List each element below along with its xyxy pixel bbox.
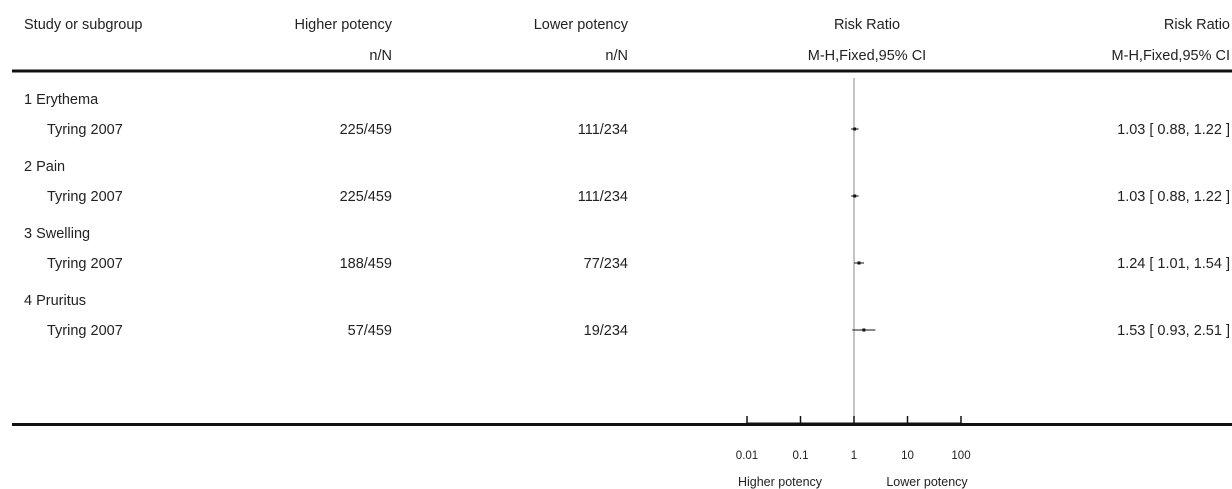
- subgroup-title: 3 Swelling: [24, 226, 90, 242]
- header-plot: Risk Ratio: [834, 17, 900, 33]
- axis-tick-label: 1: [851, 450, 857, 462]
- effect-marker: [862, 328, 866, 332]
- effect-estimate: 1.24 [ 1.01, 1.54 ]: [1117, 256, 1230, 272]
- effect-marker: [853, 194, 857, 198]
- effect-estimate: 1.53 [ 0.93, 2.51 ]: [1117, 323, 1230, 339]
- study-name: Tyring 2007: [47, 189, 123, 205]
- effect-marker: [853, 127, 857, 131]
- group1-events: 225/459: [340, 189, 392, 205]
- group2-events: 77/234: [584, 256, 628, 272]
- axis-tick-label: 10: [901, 450, 914, 462]
- effect-estimate: 1.03 [ 0.88, 1.22 ]: [1117, 122, 1230, 138]
- header-group2: Lower potency: [534, 17, 629, 33]
- axis-tick-label: 100: [951, 450, 970, 462]
- subgroup-title: 2 Pain: [24, 159, 65, 175]
- effect-estimate: 1.03 [ 0.88, 1.22 ]: [1117, 189, 1230, 205]
- header-plot-sub: M-H,Fixed,95% CI: [808, 48, 926, 64]
- subgroup-title: 4 Pruritus: [24, 293, 86, 309]
- favours-right-label: Lower potency: [886, 475, 968, 489]
- favours-left-label: Higher potency: [738, 475, 823, 489]
- group2-events: 19/234: [584, 323, 628, 339]
- header-group1-sub: n/N: [369, 48, 392, 64]
- header-effect: Risk Ratio: [1164, 17, 1230, 33]
- header-study: Study or subgroup: [24, 17, 143, 33]
- study-rows: 1 Erythema Tyring 2007 225/459 111/234 1.03 …: [24, 92, 1230, 339]
- header-group1: Higher potency: [294, 17, 392, 33]
- group1-events: 225/459: [340, 122, 392, 138]
- x-axis: 0.01 0.1 1 10 100 Higher potency Lower potency: [736, 416, 971, 489]
- study-name: Tyring 2007: [47, 323, 123, 339]
- header-effect-sub: M-H,Fixed,95% CI: [1112, 48, 1230, 64]
- header-group2-sub: n/N: [605, 48, 628, 64]
- group2-events: 111/234: [578, 189, 628, 205]
- group1-events: 57/459: [348, 323, 392, 339]
- subgroup-title: 1 Erythema: [24, 92, 99, 108]
- axis-tick-label: 0.01: [736, 450, 758, 462]
- group1-events: 188/459: [340, 256, 392, 272]
- group2-events: 111/234: [578, 122, 628, 138]
- study-name: Tyring 2007: [47, 256, 123, 272]
- axis-tick-label: 0.1: [793, 450, 809, 462]
- study-name: Tyring 2007: [47, 122, 123, 138]
- effect-marker: [857, 261, 861, 265]
